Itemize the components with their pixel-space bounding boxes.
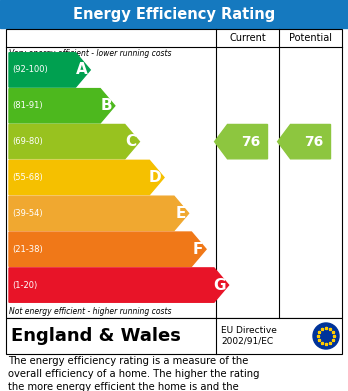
Text: E: E xyxy=(175,206,185,221)
Text: F: F xyxy=(193,242,203,257)
Text: C: C xyxy=(125,134,136,149)
Text: England & Wales: England & Wales xyxy=(11,327,181,345)
Text: Current: Current xyxy=(229,33,266,43)
Text: Energy Efficiency Rating: Energy Efficiency Rating xyxy=(73,7,275,22)
Text: G: G xyxy=(213,278,226,292)
Polygon shape xyxy=(9,268,229,302)
Text: Potential: Potential xyxy=(289,33,332,43)
Polygon shape xyxy=(9,53,90,87)
Text: (1-20): (1-20) xyxy=(12,281,37,290)
Bar xyxy=(6,318,342,354)
Text: The energy efficiency rating is a measure of the
overall efficiency of a home. T: The energy efficiency rating is a measur… xyxy=(8,356,260,391)
Text: (92-100): (92-100) xyxy=(12,65,48,74)
Text: Very energy efficient - lower running costs: Very energy efficient - lower running co… xyxy=(9,49,172,58)
Polygon shape xyxy=(215,124,268,159)
Text: (39-54): (39-54) xyxy=(12,209,42,218)
Text: D: D xyxy=(148,170,161,185)
Polygon shape xyxy=(278,124,331,159)
Text: 76: 76 xyxy=(241,135,260,149)
Text: B: B xyxy=(100,98,112,113)
Polygon shape xyxy=(9,160,164,195)
Polygon shape xyxy=(9,232,206,266)
Polygon shape xyxy=(9,124,140,159)
Text: A: A xyxy=(76,63,87,77)
Text: (69-80): (69-80) xyxy=(12,137,43,146)
Text: Not energy efficient - higher running costs: Not energy efficient - higher running co… xyxy=(9,307,172,316)
Text: (21-38): (21-38) xyxy=(12,245,43,254)
Text: 76: 76 xyxy=(304,135,323,149)
Circle shape xyxy=(313,323,339,349)
Polygon shape xyxy=(9,196,189,231)
Text: (81-91): (81-91) xyxy=(12,101,42,110)
Bar xyxy=(6,29,342,318)
Text: EU Directive
2002/91/EC: EU Directive 2002/91/EC xyxy=(221,326,277,346)
Polygon shape xyxy=(9,89,115,123)
Bar xyxy=(0,0,348,28)
Text: (55-68): (55-68) xyxy=(12,173,43,182)
